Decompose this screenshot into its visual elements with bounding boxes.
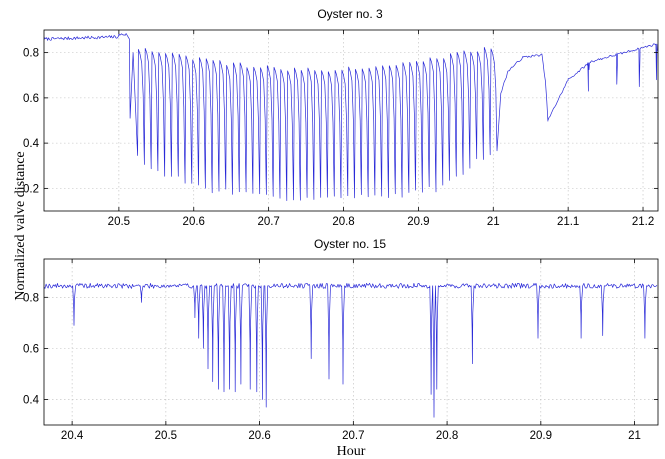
x-tick-label: 21.2 [632,216,654,228]
y-axis-label: Normalized valve distance [13,151,28,300]
x-tick-label: 21 [628,430,641,442]
y-tick-label: 0.4 [23,138,40,150]
x-tick-label: 21.1 [557,216,579,228]
chart-oyster-15: Oyster no. 15 20.4 20.5 20.6 20.7 20.8 20.9 21… [23,237,659,442]
x-tick-label: 20.4 [61,430,84,442]
chart-title: Oyster no. 3 [317,7,383,21]
chart-title: Oyster no. 15 [314,237,386,251]
x-tick-label: 20.5 [155,430,177,442]
x-tick-label: 20.7 [342,430,364,442]
x-axis-label: Hour [337,444,366,459]
y-tick-label: 0.8 [23,48,39,60]
x-tick-label: 20.7 [257,216,279,228]
plot-frame [43,29,659,212]
x-tick-label: 20.9 [530,430,552,442]
x-tick-label: 21 [487,216,500,228]
x-tick-label: 20.6 [183,216,205,228]
series-line [43,33,658,201]
y-tick-label: 0.8 [23,292,39,304]
ticks: 20.4 20.5 20.6 20.7 20.8 20.9 21 0.4 0.6 0.8 [23,259,658,442]
y-tick-label: 0.2 [23,183,39,195]
y-tick-label: 0.6 [23,343,39,355]
x-tick-label: 20.5 [108,216,130,228]
x-tick-label: 20.9 [407,216,429,228]
x-tick-label: 20.8 [332,216,354,228]
x-tick-label: 20.8 [436,430,458,442]
plot-frame [43,258,659,426]
x-tick-label: 20.6 [248,430,270,442]
y-tick-label: 0.4 [23,394,40,406]
y-tick-label: 0.6 [23,93,39,105]
series-line [43,282,658,418]
ticks: 20.5 20.6 20.7 20.8 20.9 21 21.1 21.2 0.2 0.4 0.6 0… [23,30,658,228]
chart-oyster-3: Oyster no. 3 20.5 20.6 20.7 20.8 20.9 21 21.1 2… [23,7,659,228]
